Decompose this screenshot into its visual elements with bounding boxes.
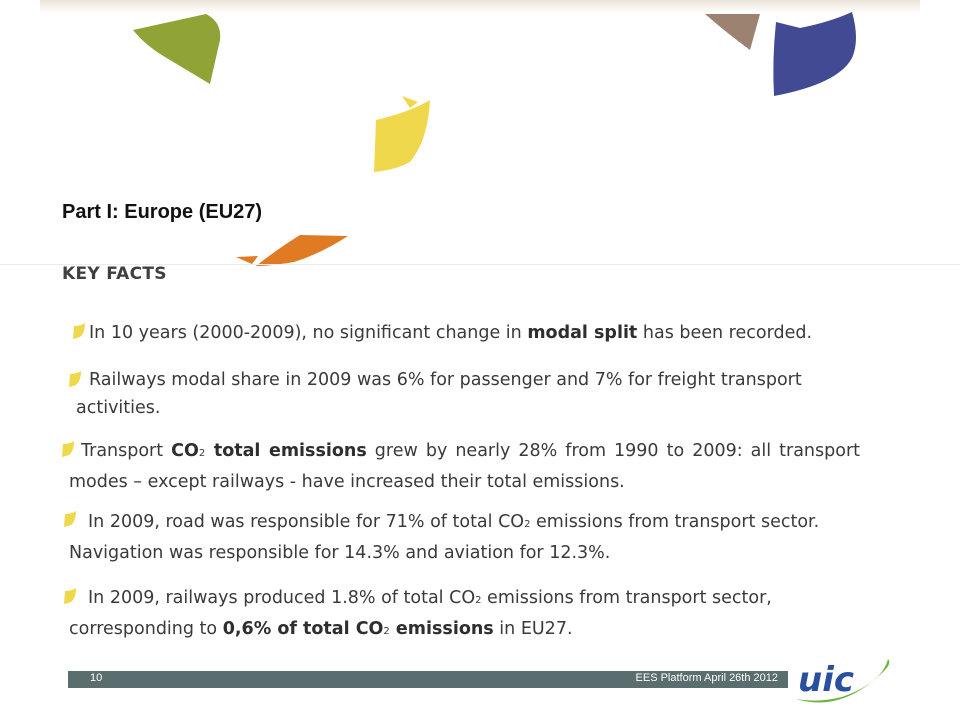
top-shadow-bar [40,0,920,14]
olive-leaf-shape [133,14,221,84]
bullet-rail-emissions: In 2009, railways produced 1.8% of total… [69,588,772,639]
header-divider [0,264,960,265]
bullet-modal-split: In 10 years (2000-2009), no significant … [89,323,813,343]
slide-title: Part I: Europe (EU27) [62,201,263,223]
taupe-leaf-shape [705,14,760,50]
orange-leaf-tail-shape [236,256,258,264]
yellow-bullet-icon [62,441,74,457]
footer-bar: 10 EES Platform April 26th 2012 [68,671,788,688]
yellow-bullet-icon [64,511,76,527]
uic-logo-text: uic [798,660,854,700]
page-number: 10 [90,672,103,684]
uic-logo: uic [796,659,890,703]
decorative-shapes [133,12,856,266]
bullet-co2-growth: Transport CO2 total emissions grew by ne… [69,441,860,492]
yellow-bullet-icon [73,323,85,339]
footer-event-label: EES Platform April 26th 2012 [635,672,778,684]
bullet-road-share: In 2009, road was responsible for 71% of… [69,512,820,563]
bullet-rail-modal-share: Railways modal share in 2009 was 6% for … [76,370,802,418]
section-subtitle: KEY FACTS [62,264,167,284]
yellow-bullet-icon [64,588,76,604]
yellow-leaf-tip-shape [402,96,418,108]
yellow-bullet-icon [69,371,81,387]
yellow-leaf-shape [374,100,430,172]
navy-leaf-shape [773,12,856,96]
orange-leaf-shape [256,235,348,266]
